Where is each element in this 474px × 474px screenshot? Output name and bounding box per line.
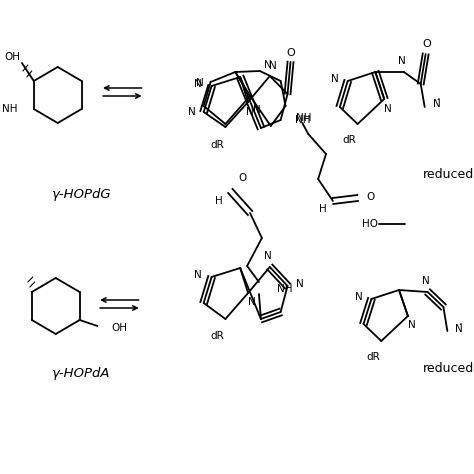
Text: Ń: Ń [433, 99, 440, 109]
Text: dR: dR [210, 140, 224, 150]
Text: N: N [398, 56, 406, 66]
Text: NH: NH [2, 104, 18, 114]
Text: γ-HOPdG: γ-HOPdG [51, 188, 110, 201]
Text: N: N [253, 105, 261, 115]
Text: H: H [319, 204, 327, 214]
Text: OH: OH [4, 52, 20, 62]
Text: N: N [194, 270, 201, 280]
Text: HO: HO [362, 219, 377, 229]
Text: NH: NH [277, 284, 292, 294]
Text: OH: OH [111, 323, 127, 333]
Text: γ-HOPdA: γ-HOPdA [51, 367, 109, 381]
Text: N: N [248, 297, 256, 307]
Text: dR: dR [343, 135, 356, 145]
Text: N: N [355, 292, 363, 302]
Text: NH: NH [295, 115, 311, 125]
Text: N: N [295, 279, 303, 289]
Text: N: N [194, 79, 201, 89]
Text: NH: NH [296, 113, 312, 123]
Text: O: O [286, 48, 295, 58]
Text: dR: dR [210, 331, 224, 341]
Text: N: N [269, 61, 277, 71]
Text: N: N [331, 74, 339, 84]
Text: N: N [422, 276, 429, 286]
Text: dR: dR [366, 352, 380, 362]
Text: N: N [384, 104, 392, 114]
Text: Ń: Ń [455, 324, 463, 334]
Text: H: H [215, 196, 222, 206]
Text: N: N [188, 107, 196, 117]
Text: O: O [366, 192, 374, 202]
Text: N: N [264, 60, 272, 70]
Text: reduced: reduced [423, 167, 474, 181]
Text: N: N [196, 78, 204, 88]
Text: N: N [264, 251, 272, 261]
Text: O: O [422, 39, 431, 49]
Text: N: N [246, 107, 254, 117]
Text: reduced: reduced [423, 363, 474, 375]
Text: N: N [408, 320, 416, 330]
Text: O: O [238, 173, 246, 183]
